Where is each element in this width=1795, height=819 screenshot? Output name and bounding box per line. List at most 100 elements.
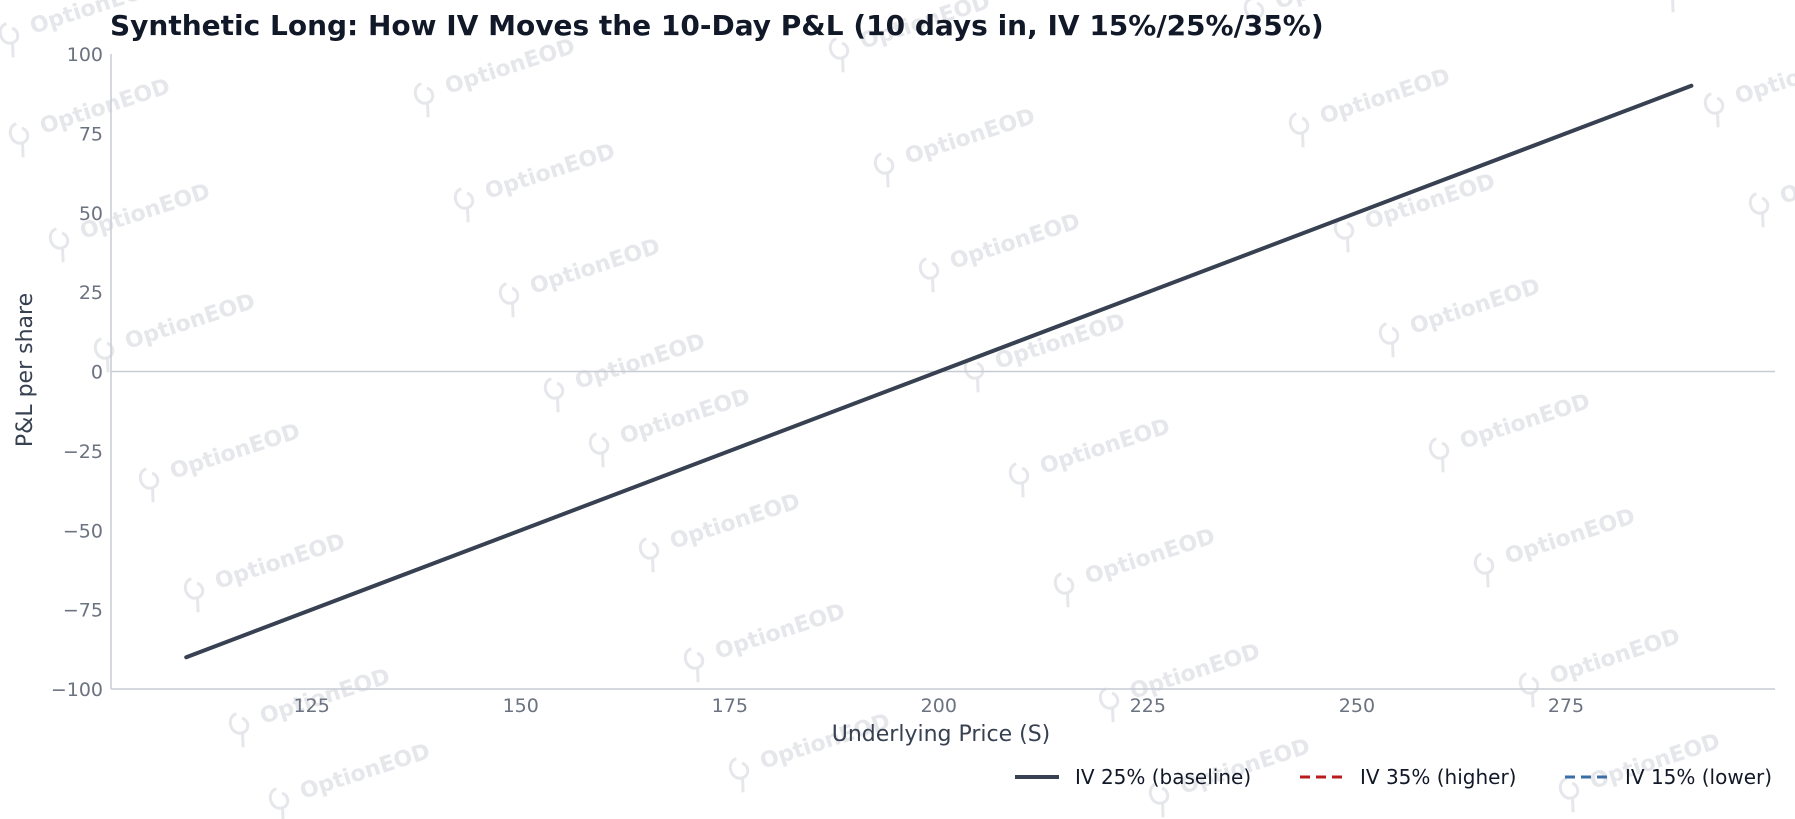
watermark: OptionEOD (268, 739, 433, 819)
watermark-text: OptionEOD (1407, 274, 1543, 340)
watermark-logo-icon (268, 787, 290, 819)
y-tick-labels: 100 75 50 25 0 −25 −50 −75 −100 (51, 44, 103, 701)
watermark: OptionEOD (1098, 639, 1263, 723)
watermark-text: OptionEOD (712, 599, 848, 665)
watermark-logo-icon (1428, 437, 1450, 473)
watermark-text: OptionEOD (37, 74, 173, 140)
watermark: OptionEOD (138, 419, 303, 503)
watermark: OptionEOD (413, 34, 578, 118)
watermark-logo-icon (873, 152, 895, 188)
watermark-text: OptionEOD (1037, 414, 1173, 480)
watermark-logo-icon (183, 577, 205, 613)
watermark-logo-icon (683, 647, 705, 683)
watermark-text: OptionEOD (297, 739, 433, 805)
watermark-text: OptionEOD (902, 104, 1038, 170)
x-tick-label: 275 (1548, 695, 1584, 717)
y-axis-label: P&L per share (13, 293, 38, 447)
legend-item: IV 25% (baseline) (1015, 765, 1251, 789)
watermark-text: OptionEOD (1457, 389, 1593, 455)
watermark-logo-icon (8, 122, 30, 158)
x-tick-label: 175 (712, 695, 748, 717)
x-tick-labels: 125 150 175 200 225 250 275 (294, 695, 1585, 717)
watermark-logo-icon (1053, 572, 1075, 608)
watermark-logo-icon (638, 537, 660, 573)
chart-title: Synthetic Long: How IV Moves the 10-Day … (110, 9, 1324, 42)
watermark-text: OptionEOD (442, 34, 578, 100)
watermark: OptionEOD (48, 179, 213, 263)
watermark-logo-icon (963, 357, 985, 393)
watermark: OptionEOD (918, 209, 1083, 293)
watermark: OptionEOD (498, 234, 663, 318)
watermark: OptionEOD (873, 104, 1038, 188)
watermark: OptionEOD (1428, 389, 1593, 473)
watermark-logo-icon (0, 22, 20, 58)
watermark-logo-icon (1243, 0, 1265, 33)
watermark-logo-icon (1333, 217, 1355, 253)
watermark-logo-icon (1658, 0, 1680, 13)
y-tick-label: 25 (79, 282, 103, 304)
x-tick-label: 200 (921, 695, 957, 717)
legend-label: IV 35% (higher) (1360, 765, 1516, 789)
watermark-logo-icon (1008, 462, 1030, 498)
y-tick-label: −75 (63, 600, 103, 622)
watermark-logo-icon (918, 257, 940, 293)
watermark-text: OptionEOD (1082, 524, 1218, 590)
watermark: OptionEOD (1658, 0, 1680, 13)
watermark-logo-icon (588, 432, 610, 468)
watermark-text: OptionEOD (572, 329, 708, 395)
watermark-logo-icon (1558, 777, 1580, 813)
watermark-logo-icon (228, 712, 250, 748)
watermark-logo-icon (413, 82, 435, 118)
watermark-text: OptionEOD (1732, 44, 1795, 110)
watermark-logo-icon (498, 282, 520, 318)
watermark: OptionEOD (453, 139, 618, 223)
y-tick-label: −100 (51, 679, 103, 701)
watermark: OptionEOD (588, 384, 753, 468)
y-tick-label: 75 (79, 123, 103, 145)
series-line-iv25-baseline (184, 83, 1694, 660)
watermark-logo-icon (1098, 687, 1120, 723)
legend: IV 25% (baseline) IV 35% (higher) IV 15% (… (1015, 765, 1772, 789)
watermark-text: OptionEOD (617, 384, 753, 450)
y-tick-label: −25 (63, 441, 103, 463)
y-tick-label: 100 (67, 44, 103, 66)
watermark-text: OptionEOD (1777, 144, 1795, 210)
watermark: OptionEOD (1748, 144, 1795, 228)
watermark-text: OptionEOD (167, 419, 303, 485)
x-tick-label: 150 (503, 695, 539, 717)
legend-item: IV 15% (lower) (1565, 765, 1772, 789)
series-layer (184, 83, 1694, 660)
watermark-text: OptionEOD (1317, 64, 1453, 130)
watermark: OptionEOD (1703, 44, 1795, 128)
y-tick-label: −50 (63, 520, 103, 542)
watermark-logo-icon (1148, 782, 1170, 818)
watermark-logo-icon (1473, 552, 1495, 588)
x-tick-label: 225 (1130, 695, 1166, 717)
watermark-logo-icon (48, 227, 70, 263)
watermark-text: OptionEOD (1502, 504, 1638, 570)
y-tick-label: 0 (91, 362, 103, 384)
legend-label: IV 15% (lower) (1625, 765, 1772, 789)
watermark: OptionEOD (1008, 414, 1173, 498)
watermark-logo-icon (728, 757, 750, 793)
watermark: OptionEOD (1288, 64, 1453, 148)
watermark-text: OptionEOD (1547, 624, 1683, 690)
y-tick-label: 50 (79, 203, 103, 225)
watermark-logo-icon (828, 37, 850, 73)
watermark-text: OptionEOD (122, 289, 258, 355)
watermark: OptionEOD (8, 74, 173, 158)
watermark: OptionEOD (1473, 504, 1638, 588)
watermark-logo-icon (453, 187, 475, 223)
watermark-logo-icon (1378, 322, 1400, 358)
watermark-logo-icon (543, 377, 565, 413)
watermark-text: OptionEOD (482, 139, 618, 205)
watermark-text: OptionEOD (212, 529, 348, 595)
watermark-logo-icon (1288, 112, 1310, 148)
x-tick-label: 125 (294, 695, 330, 717)
watermark: OptionEOD (1518, 624, 1683, 708)
watermark-text: OptionEOD (667, 489, 803, 555)
x-axis-label: Underlying Price (S) (832, 722, 1051, 747)
watermark-logo-icon (1748, 192, 1770, 228)
